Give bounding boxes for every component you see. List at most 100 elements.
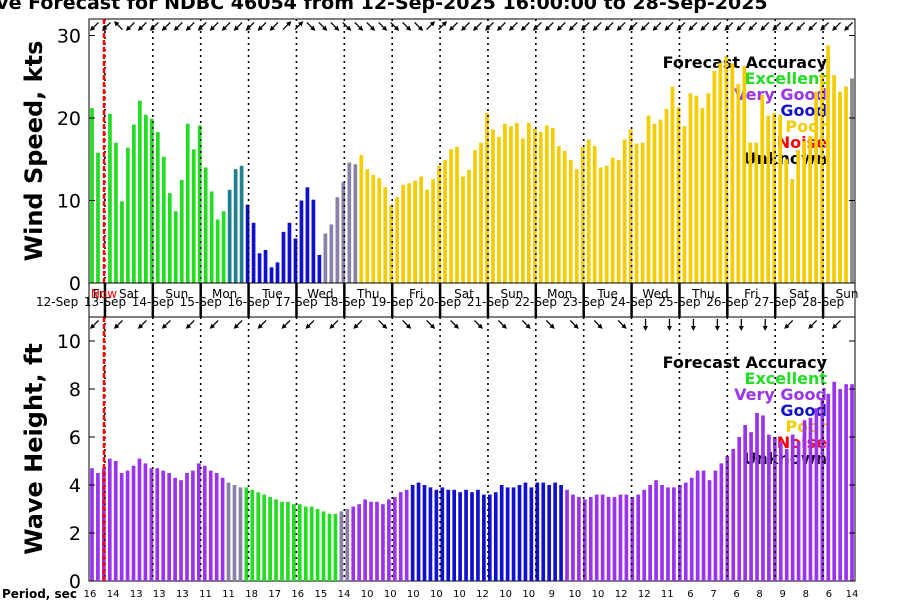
wave-direction-arrow — [690, 319, 696, 331]
wind-direction-arrow — [748, 22, 758, 31]
wave-bar — [476, 489, 480, 581]
wave-bar — [297, 504, 302, 581]
wind-bar — [263, 250, 268, 283]
wind-arrow-head — [405, 25, 412, 31]
wind-bar — [580, 146, 585, 284]
wave-bar — [387, 499, 391, 581]
wave-bar — [832, 381, 837, 581]
wind-bar — [179, 179, 184, 284]
wave-bar — [499, 485, 504, 581]
wave-arrow-head — [525, 323, 531, 329]
wind-bar — [742, 66, 747, 283]
wind-arrow-head — [832, 25, 838, 31]
wind-bar — [359, 155, 364, 284]
wind-bar — [227, 189, 232, 283]
wave-bar — [784, 449, 789, 581]
day-name-label: Wed — [642, 287, 668, 301]
wind-bar — [838, 91, 842, 283]
date-label: 23-Sep — [563, 295, 605, 309]
wave-arrow-head — [501, 323, 507, 329]
wind-arrow-head — [185, 25, 192, 31]
wave-bar — [268, 497, 272, 581]
wave-bar — [713, 470, 718, 581]
wave-direction-arrow — [832, 320, 842, 329]
wind-direction-arrow — [114, 21, 123, 30]
wind-bar — [96, 152, 100, 283]
wind-arrow-head — [257, 25, 263, 31]
wave-bar — [826, 393, 831, 581]
wind-arrow-head — [676, 25, 682, 31]
wind-direction-arrow — [664, 22, 674, 31]
wind-direction-arrow — [173, 22, 183, 31]
wave-direction-arrow — [329, 320, 339, 329]
wind-direction-arrow — [688, 22, 698, 31]
wave-bar — [511, 487, 516, 581]
wind-bar — [826, 45, 830, 284]
wave-bar — [155, 468, 160, 581]
wind-bar — [616, 160, 621, 283]
wave-bar — [618, 494, 623, 581]
period-value: 10 — [522, 589, 535, 600]
wind-arrow-head — [628, 25, 634, 31]
wind-arrow-head — [820, 25, 826, 31]
wind-bar — [658, 119, 663, 284]
wave-ytick-label: 0 — [69, 571, 81, 593]
wave-bar — [143, 463, 148, 581]
wind-bar — [760, 94, 765, 284]
legend-title: Forecast Accuracy — [663, 53, 828, 72]
wave-direction-arrow — [784, 320, 794, 329]
date-label: 13-Sep — [84, 295, 126, 309]
wind-arrow-head — [772, 25, 778, 31]
wind-bar — [532, 128, 537, 283]
wave-arrow-head — [137, 323, 144, 329]
wind-bar — [497, 136, 501, 283]
wave-bar — [523, 482, 528, 581]
wind-bar — [646, 115, 651, 283]
wave-bar — [208, 470, 213, 581]
wave-arrow-head — [738, 326, 744, 331]
period-value: 14 — [338, 589, 351, 600]
wave-direction-arrow — [569, 320, 579, 329]
wind-direction-arrow — [712, 22, 722, 31]
wind-arrow-head — [473, 25, 479, 31]
wind-bar — [503, 123, 507, 283]
wave-bar — [838, 389, 842, 581]
period-value: 10 — [361, 589, 374, 600]
wind-bar — [724, 56, 729, 284]
wave-arrow-head — [90, 323, 96, 329]
wave-arrow-head — [257, 323, 263, 329]
wave-bar — [191, 470, 195, 581]
wind-bar — [730, 63, 735, 283]
wind-direction-arrow — [402, 22, 412, 31]
wind-bar — [844, 86, 848, 284]
wind-bar — [688, 93, 693, 283]
wave-arrow-head — [714, 326, 720, 331]
wind-direction-arrow — [161, 22, 171, 31]
period-value: 10 — [592, 589, 605, 600]
wave-direction-arrow — [305, 320, 315, 329]
wind-direction-arrow — [736, 22, 746, 31]
wave-bar — [90, 468, 94, 581]
wind-bar — [628, 129, 633, 283]
wind-bar — [586, 139, 591, 283]
wave-bar — [197, 463, 201, 581]
wave-arrow-head — [643, 326, 648, 331]
wave-direction-arrow — [137, 320, 147, 329]
wind-direction-arrow — [90, 22, 99, 31]
wind-arrow-head — [556, 25, 563, 31]
wind-direction-arrow — [520, 22, 530, 31]
wind-direction-arrow — [604, 22, 614, 31]
wave-arrow-head — [114, 323, 120, 329]
wind-bar — [233, 169, 238, 283]
wind-bar — [449, 149, 453, 283]
wave-direction-arrow — [161, 320, 171, 329]
wind-bar — [132, 124, 136, 283]
wind-direction-arrow — [700, 22, 710, 31]
wave-direction-arrow — [521, 320, 531, 329]
wave-direction-arrow — [617, 320, 627, 329]
wave-bar — [327, 513, 332, 581]
wind-direction-arrow — [580, 22, 590, 31]
wind-bar — [269, 267, 274, 283]
wind-direction-arrow — [342, 22, 352, 31]
